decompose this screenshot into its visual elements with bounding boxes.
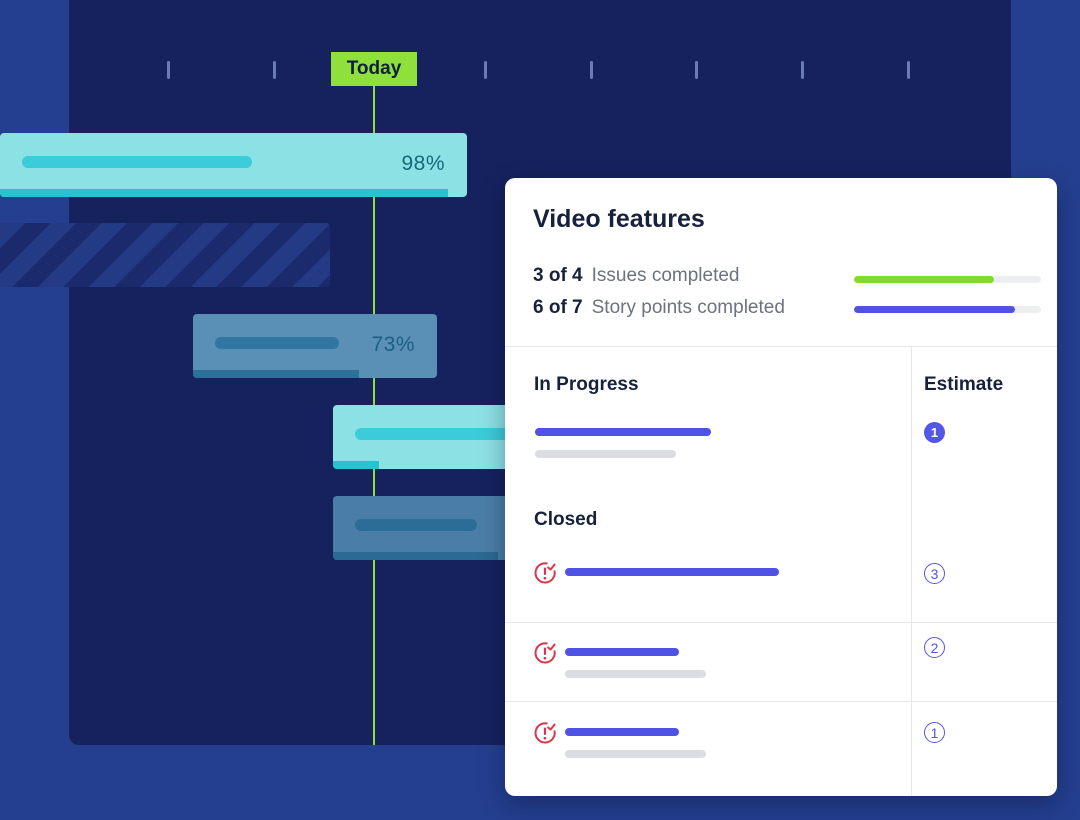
- in-progress-heading: In Progress: [534, 374, 639, 395]
- timeline-tick: [484, 61, 487, 79]
- timeline-bar-2[interactable]: 73%: [193, 314, 437, 378]
- estimate-badge: 1: [924, 722, 945, 743]
- bar-percent: 73%: [371, 333, 415, 356]
- bug-check-icon: [534, 562, 556, 584]
- story-points-count: 6 of 7: [533, 297, 583, 318]
- bug-check-icon: [534, 722, 556, 744]
- bar-title-placeholder: [22, 156, 252, 168]
- issue-subtitle-placeholder: [535, 450, 676, 458]
- divider: [505, 346, 1057, 347]
- bug-check-icon: [534, 642, 556, 664]
- issue-title-placeholder[interactable]: [565, 568, 779, 576]
- timeline-tick: [695, 61, 698, 79]
- bar-title-placeholder: [355, 519, 477, 531]
- story-points-label: Story points completed: [591, 297, 785, 318]
- divider: [505, 701, 1057, 702]
- bar-progress: [0, 189, 449, 197]
- estimate-badge: 3: [924, 563, 945, 584]
- issues-count: 3 of 4: [533, 265, 583, 286]
- timeline-tick: [801, 61, 804, 79]
- issue-title-placeholder[interactable]: [565, 648, 679, 656]
- story-points-progress-fill: [854, 306, 1015, 313]
- timeline-bar-4[interactable]: [333, 496, 523, 560]
- estimate-badge: 1: [924, 422, 945, 443]
- timeline-tick: [907, 61, 910, 79]
- issues-progress-fill: [854, 276, 995, 283]
- issue-title-placeholder[interactable]: [565, 728, 679, 736]
- unscheduled-bar: [0, 223, 330, 287]
- bar-progress: [333, 552, 499, 560]
- bar-progress: [333, 461, 379, 469]
- bar-title-placeholder: [355, 428, 515, 440]
- bar-title-placeholder: [215, 337, 339, 349]
- estimate-badge: 2: [924, 637, 945, 658]
- timeline-tick: [167, 61, 170, 79]
- timeline-bar-3[interactable]: [333, 405, 523, 469]
- closed-heading: Closed: [534, 509, 598, 530]
- column-divider: [911, 346, 912, 796]
- estimate-heading: Estimate: [924, 374, 1004, 395]
- timeline-bar-1[interactable]: 98%: [0, 133, 467, 197]
- divider: [505, 622, 1057, 623]
- epic-details-card: Video features 3 of 4 Issues completed 6…: [505, 178, 1057, 796]
- story-points-stat: 6 of 7 Story points completed: [533, 296, 785, 320]
- timeline-tick: [273, 61, 276, 79]
- issue-title-placeholder[interactable]: [535, 428, 711, 436]
- issues-progress-bar: [854, 276, 1041, 283]
- issues-label: Issues completed: [591, 265, 740, 286]
- story-points-progress-bar: [854, 306, 1041, 313]
- issues-stat: 3 of 4 Issues completed: [533, 264, 739, 288]
- issue-subtitle-placeholder: [565, 750, 706, 758]
- today-badge: Today: [331, 52, 417, 86]
- card-title: Video features: [533, 205, 705, 233]
- bar-progress: [193, 370, 359, 378]
- timeline-tick: [590, 61, 593, 79]
- issue-subtitle-placeholder: [565, 670, 706, 678]
- bar-percent: 98%: [401, 152, 445, 175]
